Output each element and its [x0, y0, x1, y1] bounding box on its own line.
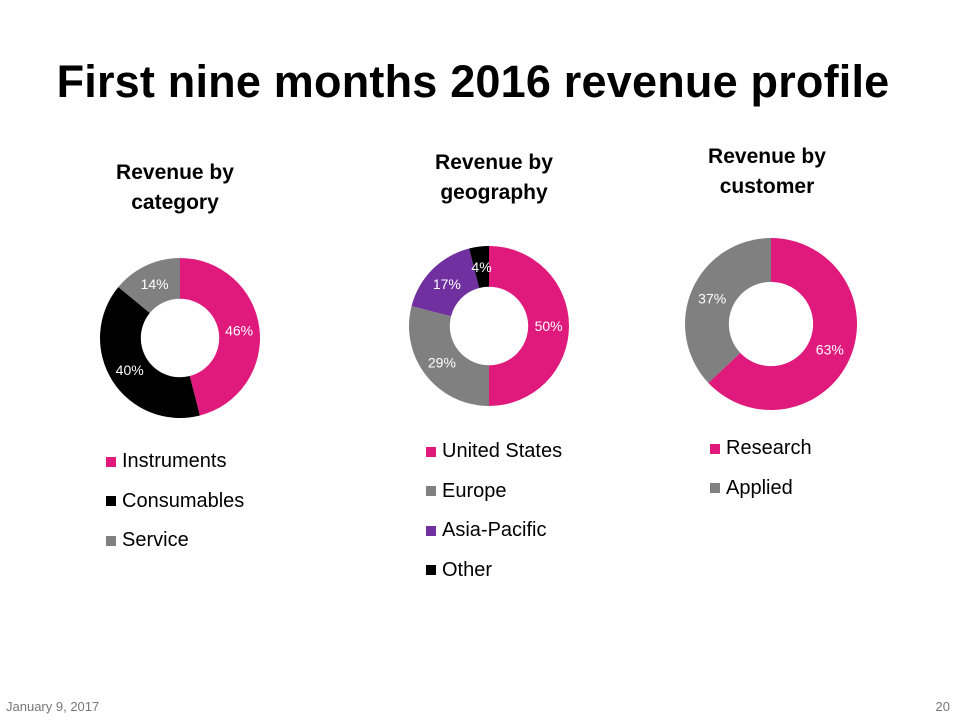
slice-europe	[409, 306, 489, 406]
legend-label: Instruments	[122, 450, 227, 473]
data-label-united-states: 50%	[535, 318, 563, 334]
legend-swatch	[106, 456, 116, 467]
chart-title-line: category	[131, 191, 219, 214]
legend-item-other: Other	[426, 551, 562, 591]
legend-label: Service	[122, 529, 189, 552]
page-title: First nine months 2016 revenue profile	[56, 56, 890, 107]
donut-chart-geography: 50% 29% 17% 4%	[409, 246, 569, 406]
chart-title-customer: Revenue by customer	[657, 142, 877, 202]
data-label-asia-pacific: 17%	[433, 276, 461, 292]
data-label-consumables: 40%	[116, 362, 144, 378]
donut-chart-category: 46% 40% 14%	[100, 258, 260, 418]
legend-label: Applied	[726, 476, 793, 499]
legend-swatch	[106, 496, 116, 507]
chart-title-line: Revenue by	[116, 161, 234, 184]
data-label-applied: 37%	[698, 291, 726, 307]
legend-item-applied: Applied	[710, 469, 812, 509]
footer-date: January 9, 2017	[6, 699, 100, 714]
slice-other	[469, 246, 489, 289]
chart-title-line: geography	[440, 181, 548, 204]
legend-swatch	[426, 446, 436, 457]
legend-swatch	[710, 483, 720, 494]
data-label-other: 4%	[471, 259, 491, 275]
legend-item-service: Service	[106, 521, 244, 561]
legend-swatch	[426, 486, 436, 497]
legend-swatch	[426, 525, 436, 536]
legend-swatch	[710, 443, 720, 454]
data-label-europe: 29%	[428, 355, 456, 371]
chart-title-category: Revenue by category	[65, 158, 285, 218]
slice-consumables	[100, 287, 200, 418]
donut-chart-customer: 63% 37%	[685, 238, 857, 410]
chart-title-line: Revenue by	[708, 145, 826, 168]
legend-label: Research	[726, 437, 812, 460]
data-label-research: 63%	[816, 341, 844, 357]
data-label-service: 14%	[141, 276, 169, 292]
slice-united-states	[489, 246, 569, 406]
legend-label: Asia-Pacific	[442, 519, 547, 542]
slice-asia-pacific	[411, 248, 480, 317]
legend-label: Europe	[442, 479, 507, 502]
legend-label: Other	[442, 558, 493, 581]
legend-item-united-states: United States	[426, 432, 562, 472]
slice-applied	[685, 238, 771, 383]
chart-title-line: Revenue by	[435, 151, 553, 174]
legend-customer: Research Applied	[710, 429, 812, 508]
data-label-instruments: 46%	[225, 323, 253, 339]
slice-research	[708, 238, 857, 410]
page-number: 20	[935, 699, 950, 714]
legend-item-research: Research	[710, 429, 812, 469]
chart-title-geography: Revenue by geography	[384, 148, 604, 208]
chart-title-line: customer	[719, 175, 815, 198]
legend-item-asia-pacific: Asia-Pacific	[426, 511, 562, 551]
legend-label: United States	[442, 440, 563, 463]
slice-service	[118, 258, 180, 314]
legend-item-europe: Europe	[426, 472, 562, 512]
legend-swatch	[106, 535, 116, 546]
slice-instruments	[180, 258, 260, 416]
legend-swatch	[426, 565, 436, 576]
legend-item-consumables: Consumables	[106, 482, 244, 522]
legend-item-instruments: Instruments	[106, 442, 244, 482]
legend-geography: United States Europe Asia-Pacific Other	[426, 432, 562, 590]
legend-label: Consumables	[122, 489, 245, 512]
legend-category: Instruments Consumables Service	[106, 442, 244, 561]
